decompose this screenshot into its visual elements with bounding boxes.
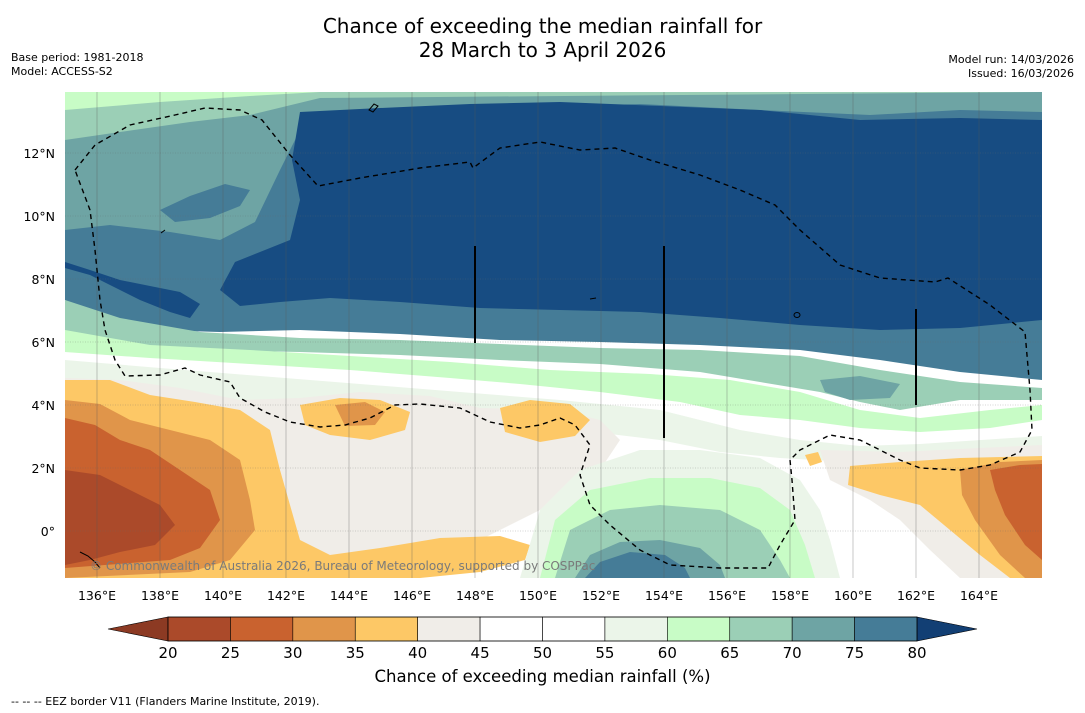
lat-tick-labels: 12°N 10°N 8°N 6°N 4°N 2°N 0°: [23, 146, 55, 539]
colorbar-frame: [167, 616, 918, 642]
band-60-65-mid: [65, 330, 1042, 432]
band-35-40-spot: [805, 452, 822, 466]
colorbar-segment: [604, 616, 668, 642]
lat-tick-2n: 2°N: [31, 461, 55, 476]
colorbar-segment: [167, 616, 231, 642]
colorbar-tick-label: 55: [595, 644, 614, 662]
title-line-2: 28 March to 3 April 2026: [418, 38, 667, 62]
base-period: Base period: 1981-2018: [11, 51, 144, 64]
lon-tick-144: 144°E: [330, 588, 368, 603]
lon-tick-labels: 136°E 138°E 140°E 142°E 144°E 146°E 148°…: [78, 588, 998, 603]
band-25-30-east: [990, 464, 1042, 560]
lon-tick-148: 148°E: [456, 588, 494, 603]
model-run: Model run: 14/03/2026: [948, 53, 1074, 66]
colorbar-segment: [729, 616, 793, 642]
lon-tick-158: 158°E: [771, 588, 809, 603]
lat-tick-12n: 12°N: [23, 146, 55, 161]
map-title: Chance of exceeding the median rainfall …: [0, 14, 1085, 62]
colorbar-under-arrow: [107, 616, 169, 642]
eez-footnote: -- -- -- EEZ border V11 (Flanders Marine…: [11, 695, 320, 708]
colorbar: 20 25 30 35 40 45 50 55 60 65 70 75 80: [107, 616, 978, 662]
colorbar-tick-label: 65: [720, 644, 739, 662]
colorbar-tick-label: 75: [845, 644, 864, 662]
islands: [474, 246, 917, 438]
lat-tick-10n: 10°N: [23, 209, 55, 224]
colorbar-over-arrow: [916, 616, 978, 642]
colorbar-tick-label: 30: [283, 644, 302, 662]
lon-tick-142: 142°E: [267, 588, 305, 603]
colorbar-tick-label: 60: [658, 644, 677, 662]
issued-date: Issued: 16/03/2026: [967, 67, 1074, 80]
colorbar-segment: [854, 616, 918, 642]
band-65-70-mid: [65, 300, 1042, 410]
lon-tick-140: 140°E: [204, 588, 242, 603]
lat-tick-8n: 8°N: [31, 272, 55, 287]
colorbar-tick-label: 70: [783, 644, 802, 662]
colorbar-segment: [417, 616, 481, 642]
band-30-35-patch: [335, 402, 385, 426]
colorbar-labels: 20 25 30 35 40 45 50 55 60 65 70 75 80: [158, 644, 926, 662]
colorbar-tick-label: 45: [471, 644, 490, 662]
colorbar-tick-label: 25: [221, 644, 240, 662]
colorbar-tick-label: 50: [533, 644, 552, 662]
lon-tick-136: 136°E: [78, 588, 116, 603]
lon-tick-150: 150°E: [519, 588, 557, 603]
colorbar-segment: [292, 616, 356, 642]
meta-left: Base period: 1981-2018 Model: ACCESS-S2: [11, 51, 143, 79]
eez-border: [74, 107, 1033, 569]
copyright-text: © Commonwealth of Australia 2026, Bureau…: [90, 559, 595, 573]
lon-tick-152: 152°E: [582, 588, 620, 603]
lat-grid-lines: [65, 152, 1042, 532]
island-dots: [79, 103, 801, 569]
colorbar-tick-label: 20: [158, 644, 177, 662]
colorbar-tick-label: 35: [346, 644, 365, 662]
band-75-west-patch: [160, 184, 250, 222]
colorbar-segments: [167, 616, 918, 642]
colorbar-segment: [479, 616, 543, 642]
colorbar-segment: [230, 616, 294, 642]
lon-tick-138: 138°E: [141, 588, 179, 603]
lon-tick-146: 146°E: [393, 588, 431, 603]
title-line-1: Chance of exceeding the median rainfall …: [322, 14, 763, 38]
colorbar-segment: [791, 616, 855, 642]
lon-tick-160: 160°E: [834, 588, 872, 603]
lat-tick-6n: 6°N: [31, 335, 55, 350]
lon-tick-156: 156°E: [708, 588, 746, 603]
colorbar-tick-label: 40: [408, 644, 427, 662]
colorbar-segment: [542, 616, 606, 642]
lat-tick-0: 0°: [41, 524, 55, 539]
band-20-25-west: [65, 470, 175, 565]
colorbar-segment: [354, 616, 418, 642]
lon-tick-162: 162°E: [897, 588, 935, 603]
colorbar-title: Chance of exceeding median rainfall (%): [374, 667, 711, 686]
lon-tick-154: 154°E: [645, 588, 683, 603]
band-70-75-east: [820, 376, 900, 400]
model-name: Model: ACCESS-S2: [11, 65, 113, 78]
band-35-40-patch-b: [500, 400, 590, 442]
colorbar-tick-label: 80: [907, 644, 926, 662]
band-over-80-west: [65, 262, 200, 318]
lat-tick-4n: 4°N: [31, 398, 55, 413]
lon-tick-164: 164°E: [960, 588, 998, 603]
meta-right: Model run: 14/03/2026 Issued: 16/03/2026: [948, 53, 1074, 81]
colorbar-segment: [667, 616, 731, 642]
rainfall-map: [65, 92, 1042, 578]
